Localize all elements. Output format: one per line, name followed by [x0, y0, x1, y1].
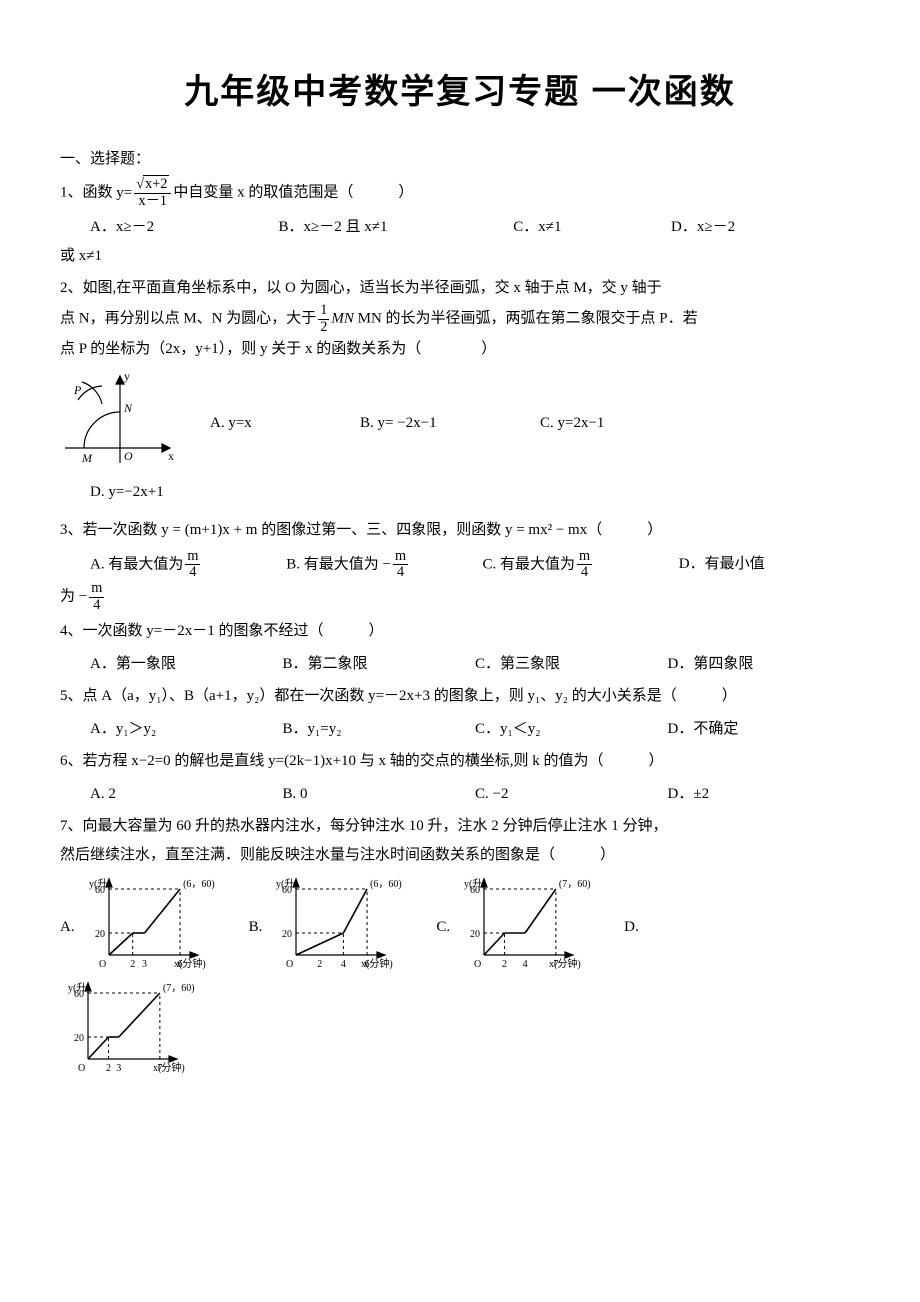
q3-options: A. 有最大值为m4 B. 有最大值为 −m4 C. 有最大值为m4 D．有最小… — [60, 549, 860, 581]
svg-text:2: 2 — [502, 959, 507, 970]
q1-opt-c: C．x≠1 — [513, 213, 667, 242]
q7-opt-a: A. — [60, 913, 75, 942]
q7-chart-b: 2060(6，60)246y(升)x(分钟)O — [268, 877, 418, 977]
q7-chart-d: 2060(7，60)237y(升)x(分钟)O — [60, 981, 860, 1081]
q2-line3: 点 P 的坐标为（2x，y+1），则 y 关于 x 的函数关系为（ ） — [60, 335, 860, 364]
q6-options: A. 2 B. 0 C. −2 D．±2 — [60, 780, 860, 809]
q1-fraction: y= √x+2 x－1 — [116, 185, 173, 201]
q2-point-n: N — [123, 401, 133, 415]
svg-text:2: 2 — [318, 959, 323, 970]
svg-text:x(分钟): x(分钟) — [153, 1061, 185, 1074]
q3-opt-c: C. 有最大值为m4 — [483, 549, 676, 581]
svg-text:20: 20 — [470, 929, 480, 940]
q2-frac: 12 — [318, 303, 329, 335]
svg-text:2: 2 — [106, 1063, 111, 1074]
question-3: 3、若一次函数 y = (m+1)x + m 的图像过第一、三、四象限，则函数 … — [60, 516, 860, 545]
svg-text:(7，60): (7，60) — [559, 879, 591, 890]
svg-text:20: 20 — [74, 1033, 84, 1044]
q4-options: A．第一象限 B．第二象限 C．第三象限 D．第四象限 — [60, 650, 860, 679]
q7-line2: 然后继续注水，直至注满．则能反映注水量与注水时间函数关系的图象是（ ） — [60, 841, 860, 870]
svg-text:x(分钟): x(分钟) — [174, 957, 206, 970]
q4-opt-c: C．第三象限 — [475, 650, 668, 679]
q7-opt-b: B. — [249, 913, 263, 942]
q7-chart-c: 2060(7，60)247y(升)x(分钟)O — [456, 877, 606, 977]
q3-opt-d: D．有最小值 — [679, 550, 848, 579]
q3-opt-d-cont: 为 −m4 — [60, 581, 860, 613]
q2-axis-x-label: x — [168, 449, 174, 463]
svg-text:y(升): y(升) — [89, 878, 111, 890]
svg-text:O: O — [78, 1063, 85, 1074]
section-1-heading: 一、选择题： — [60, 145, 860, 174]
q2-opt-d: D. y=−2x+1 — [60, 478, 860, 507]
q5-opt-b: B．y₁=y₂ — [283, 715, 476, 744]
q2-opt-b: B. y= −2x−1 — [360, 409, 510, 438]
q1-opt-d: D．x≥－2 — [671, 213, 840, 242]
question-2: 2、如图,在平面直角坐标系中，以 O 为圆心，适当长为半径画弧，交 x 轴于点 … — [60, 274, 860, 363]
q2-figure: y x P N M O — [60, 368, 180, 478]
svg-text:(7，60): (7，60) — [163, 983, 195, 994]
q3-opt-b: B. 有最大值为 −m4 — [286, 549, 479, 581]
q7-charts-row: A. 2060(6，60)236y(升)x(分钟)O B. 2060(6，60)… — [60, 877, 860, 977]
q7-chart-a: 2060(6，60)236y(升)x(分钟)O — [81, 877, 231, 977]
svg-text:x(分钟): x(分钟) — [361, 957, 393, 970]
q2-opt-a: A. y=x — [210, 409, 330, 438]
question-5: 5、点 A（a，y₁）、B（a+1，y₂）都在一次函数 y=－2x+3 的图象上… — [60, 682, 860, 711]
q2-line2: 点 N，再分别以点 M、N 为圆心，大于12MN MN 的长为半径画弧，两弧在第… — [60, 303, 860, 335]
q5-opt-c: C．y₁＜y₂ — [475, 715, 668, 744]
q2-point-o: O — [124, 449, 133, 463]
q2-axis-y-label: y — [124, 369, 130, 383]
q6-opt-d: D．±2 — [668, 780, 861, 809]
q2-point-p: P — [73, 383, 82, 397]
q1-stem-post: 中自变量 x 的取值范围是（ ） — [173, 185, 413, 201]
q1-options: A．x≥－2 B．x≥－2 且 x≠1 C．x≠1 D．x≥－2 — [60, 213, 860, 242]
q1-opt-a: A．x≥－2 — [90, 213, 275, 242]
question-1: 1、函数 y= √x+2 x－1 中自变量 x 的取值范围是（ ） — [60, 177, 860, 209]
q6-opt-a: A. 2 — [90, 780, 283, 809]
svg-text:y(升): y(升) — [464, 878, 486, 890]
q7-line1: 7、向最大容量为 60 升的热水器内注水，每分钟注水 10 升，注水 2 分钟后… — [60, 812, 860, 841]
svg-text:4: 4 — [341, 959, 346, 970]
question-7: 7、向最大容量为 60 升的热水器内注水，每分钟注水 10 升，注水 2 分钟后… — [60, 812, 860, 869]
q5-options: A．y₁＞y₂ B．y₁=y₂ C．y₁＜y₂ D．不确定 — [60, 715, 860, 744]
svg-text:O: O — [474, 959, 481, 970]
q2-point-m: M — [81, 451, 93, 465]
svg-text:3: 3 — [116, 1063, 121, 1074]
q2-line2a: 点 N，再分别以点 M、N 为圆心，大于 — [60, 311, 316, 327]
page-title: 九年级中考数学复习专题 一次函数 — [60, 60, 860, 125]
svg-text:20: 20 — [282, 929, 292, 940]
q1-opt-b: B．x≥－2 且 x≠1 — [279, 213, 510, 242]
q5-opt-d: D．不确定 — [668, 715, 861, 744]
svg-text:4: 4 — [523, 959, 528, 970]
q1-stem-pre: 1、函数 — [60, 185, 113, 201]
q2-line1: 2、如图,在平面直角坐标系中，以 O 为圆心，适当长为半径画弧，交 x 轴于点 … — [60, 274, 860, 303]
q5-opt-a: A．y₁＞y₂ — [90, 715, 283, 744]
svg-text:y(升): y(升) — [276, 878, 298, 890]
q1-opt-d-cont: 或 x≠1 — [60, 242, 860, 271]
q3-opt-a: A. 有最大值为m4 — [90, 549, 283, 581]
svg-text:3: 3 — [142, 959, 147, 970]
q4-opt-d: D．第四象限 — [668, 650, 861, 679]
q4-opt-a: A．第一象限 — [90, 650, 283, 679]
q2-opt-c: C. y=2x−1 — [540, 409, 660, 438]
svg-text:O: O — [99, 959, 106, 970]
svg-text:(6，60): (6，60) — [183, 879, 215, 890]
question-6: 6、若方程 x−2=0 的解也是直线 y=(2k−1)x+10 与 x 轴的交点… — [60, 747, 860, 776]
q6-opt-c: C. −2 — [475, 780, 668, 809]
q2-line2b: MN 的长为半径画弧，两弧在第二象限交于点 P．若 — [354, 311, 698, 327]
q7-opt-d-label: D. — [624, 913, 639, 942]
svg-text:20: 20 — [95, 929, 105, 940]
svg-text:O: O — [286, 959, 293, 970]
svg-text:(6，60): (6，60) — [370, 879, 402, 890]
q6-opt-b: B. 0 — [283, 780, 476, 809]
question-4: 4、一次函数 y=－2x－1 的图象不经过（ ） — [60, 617, 860, 646]
svg-text:y(升): y(升) — [68, 982, 90, 994]
q7-opt-c: C. — [436, 913, 450, 942]
svg-text:x(分钟): x(分钟) — [549, 957, 581, 970]
q4-opt-b: B．第二象限 — [283, 650, 476, 679]
svg-text:2: 2 — [130, 959, 135, 970]
